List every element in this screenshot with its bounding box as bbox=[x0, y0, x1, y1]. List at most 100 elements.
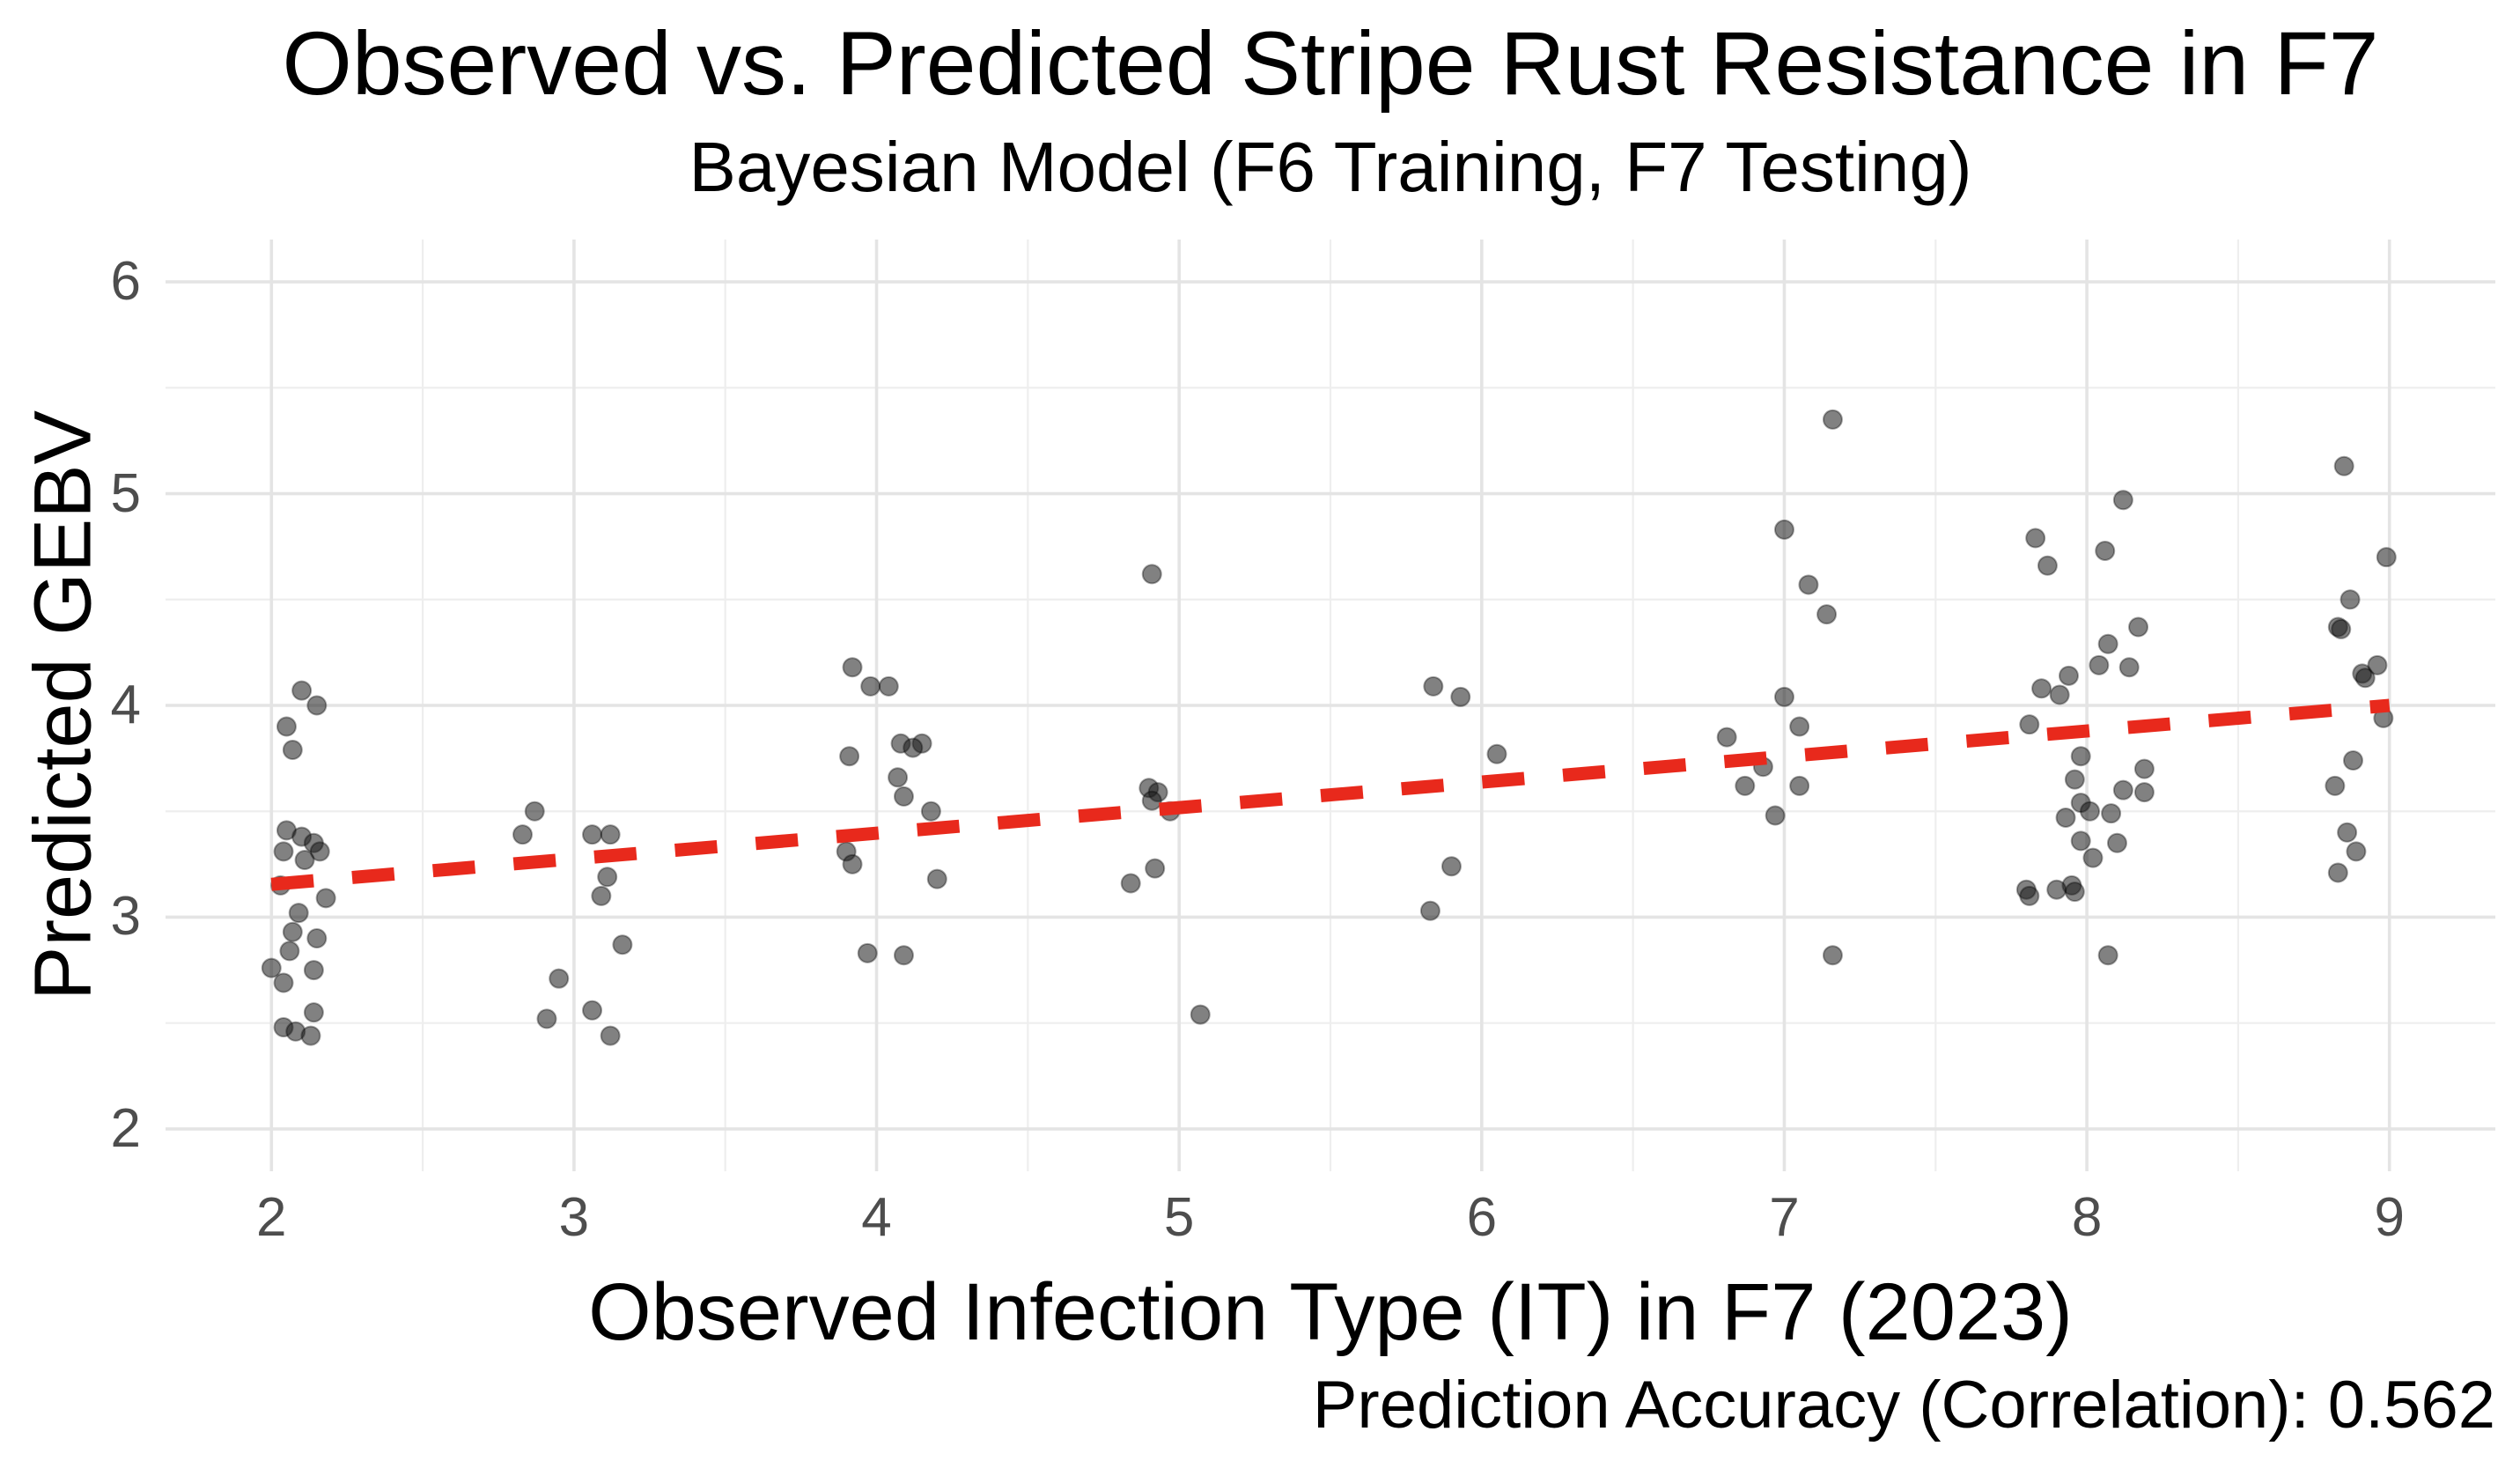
data-point bbox=[2376, 547, 2397, 568]
data-point bbox=[2046, 879, 2067, 900]
data-point bbox=[920, 801, 941, 822]
data-point bbox=[1145, 858, 1166, 879]
data-point bbox=[591, 885, 612, 906]
data-point bbox=[273, 841, 294, 862]
data-point bbox=[582, 824, 603, 845]
x-axis-title: Observed Infection Type (IT) in F7 (2023… bbox=[588, 1267, 2073, 1357]
data-point bbox=[1735, 775, 1756, 796]
chart-title: Observed vs. Predicted Stripe Rust Resis… bbox=[282, 13, 2379, 114]
data-point bbox=[2097, 945, 2118, 966]
data-point bbox=[1190, 1004, 1211, 1025]
data-point bbox=[303, 960, 324, 981]
data-point bbox=[2049, 684, 2070, 705]
data-point bbox=[2333, 455, 2354, 476]
data-point bbox=[2101, 803, 2122, 824]
data-point bbox=[2019, 714, 2040, 735]
data-point bbox=[582, 1000, 603, 1021]
trend-line bbox=[270, 698, 2391, 891]
caption: Prediction Accuracy (Correlation): 0.562 bbox=[1312, 1368, 2495, 1443]
data-point bbox=[1423, 675, 1444, 697]
data-point bbox=[1486, 743, 1507, 764]
data-point bbox=[888, 767, 909, 788]
data-point bbox=[2055, 807, 2076, 828]
data-point bbox=[2095, 540, 2116, 561]
data-point bbox=[600, 824, 621, 845]
data-point bbox=[600, 1025, 621, 1046]
data-point bbox=[2325, 775, 2346, 796]
data-point bbox=[273, 972, 294, 993]
data-point bbox=[1822, 945, 1843, 966]
data-point bbox=[288, 903, 309, 924]
data-point bbox=[1419, 900, 1441, 921]
data-point bbox=[1765, 805, 1786, 826]
data-point bbox=[2097, 633, 2118, 654]
data-point bbox=[1798, 574, 1819, 595]
data-point bbox=[309, 841, 330, 862]
x-tick-label: 7 bbox=[1769, 1187, 1800, 1248]
y-tick-label: 5 bbox=[110, 462, 141, 524]
data-point bbox=[306, 928, 328, 948]
data-point bbox=[282, 739, 303, 760]
x-tick-label: 3 bbox=[558, 1187, 590, 1248]
x-tick-label: 5 bbox=[1163, 1187, 1195, 1248]
data-point bbox=[303, 1002, 324, 1023]
data-point bbox=[2064, 769, 2085, 790]
x-tick-label: 6 bbox=[1466, 1187, 1498, 1248]
data-point bbox=[2367, 654, 2388, 675]
x-tick-label: 9 bbox=[2374, 1187, 2405, 1248]
data-point bbox=[1441, 856, 1462, 877]
data-point bbox=[839, 746, 860, 767]
data-point bbox=[2133, 758, 2155, 779]
data-point bbox=[282, 921, 303, 942]
data-point bbox=[2106, 832, 2127, 853]
data-point bbox=[1141, 790, 1162, 811]
data-point bbox=[549, 968, 570, 989]
data-point bbox=[2031, 678, 2052, 699]
data-point bbox=[878, 675, 899, 697]
data-point bbox=[306, 695, 328, 716]
data-point bbox=[2327, 862, 2348, 883]
y-tick-label: 2 bbox=[110, 1097, 141, 1159]
data-point bbox=[2342, 750, 2363, 771]
data-point bbox=[2019, 885, 2040, 906]
data-point bbox=[524, 801, 545, 822]
data-point bbox=[2112, 490, 2133, 511]
data-point bbox=[2346, 841, 2367, 862]
data-point bbox=[294, 850, 315, 871]
data-point bbox=[1141, 564, 1162, 585]
data-point bbox=[860, 675, 881, 697]
y-tick-label: 3 bbox=[110, 886, 141, 948]
data-point bbox=[1716, 727, 1737, 748]
data-point bbox=[261, 957, 282, 978]
data-point bbox=[2082, 847, 2104, 868]
data-point bbox=[857, 942, 878, 963]
data-point bbox=[1450, 686, 1471, 707]
data-point bbox=[1773, 519, 1794, 540]
data-point bbox=[612, 934, 633, 956]
data-point bbox=[2037, 555, 2058, 576]
data-point bbox=[1789, 775, 1810, 796]
data-point bbox=[842, 853, 863, 874]
data-point bbox=[2080, 801, 2101, 822]
x-tick-label: 4 bbox=[861, 1187, 892, 1248]
data-point bbox=[1773, 686, 1794, 707]
data-point bbox=[2331, 618, 2352, 639]
y-tick-label: 6 bbox=[110, 251, 141, 313]
data-point bbox=[2112, 779, 2133, 801]
data-point bbox=[512, 824, 533, 845]
data-point bbox=[842, 657, 863, 678]
x-tick-label: 2 bbox=[256, 1187, 287, 1248]
data-point bbox=[2058, 665, 2079, 686]
data-point bbox=[1822, 409, 1843, 430]
data-point bbox=[2339, 589, 2361, 610]
data-point bbox=[903, 737, 924, 758]
data-point bbox=[2070, 830, 2091, 852]
data-point bbox=[893, 945, 914, 966]
data-point bbox=[597, 867, 618, 888]
data-point bbox=[1816, 604, 1838, 625]
data-point bbox=[2128, 616, 2149, 638]
data-point bbox=[300, 1025, 321, 1046]
data-point bbox=[291, 680, 313, 701]
